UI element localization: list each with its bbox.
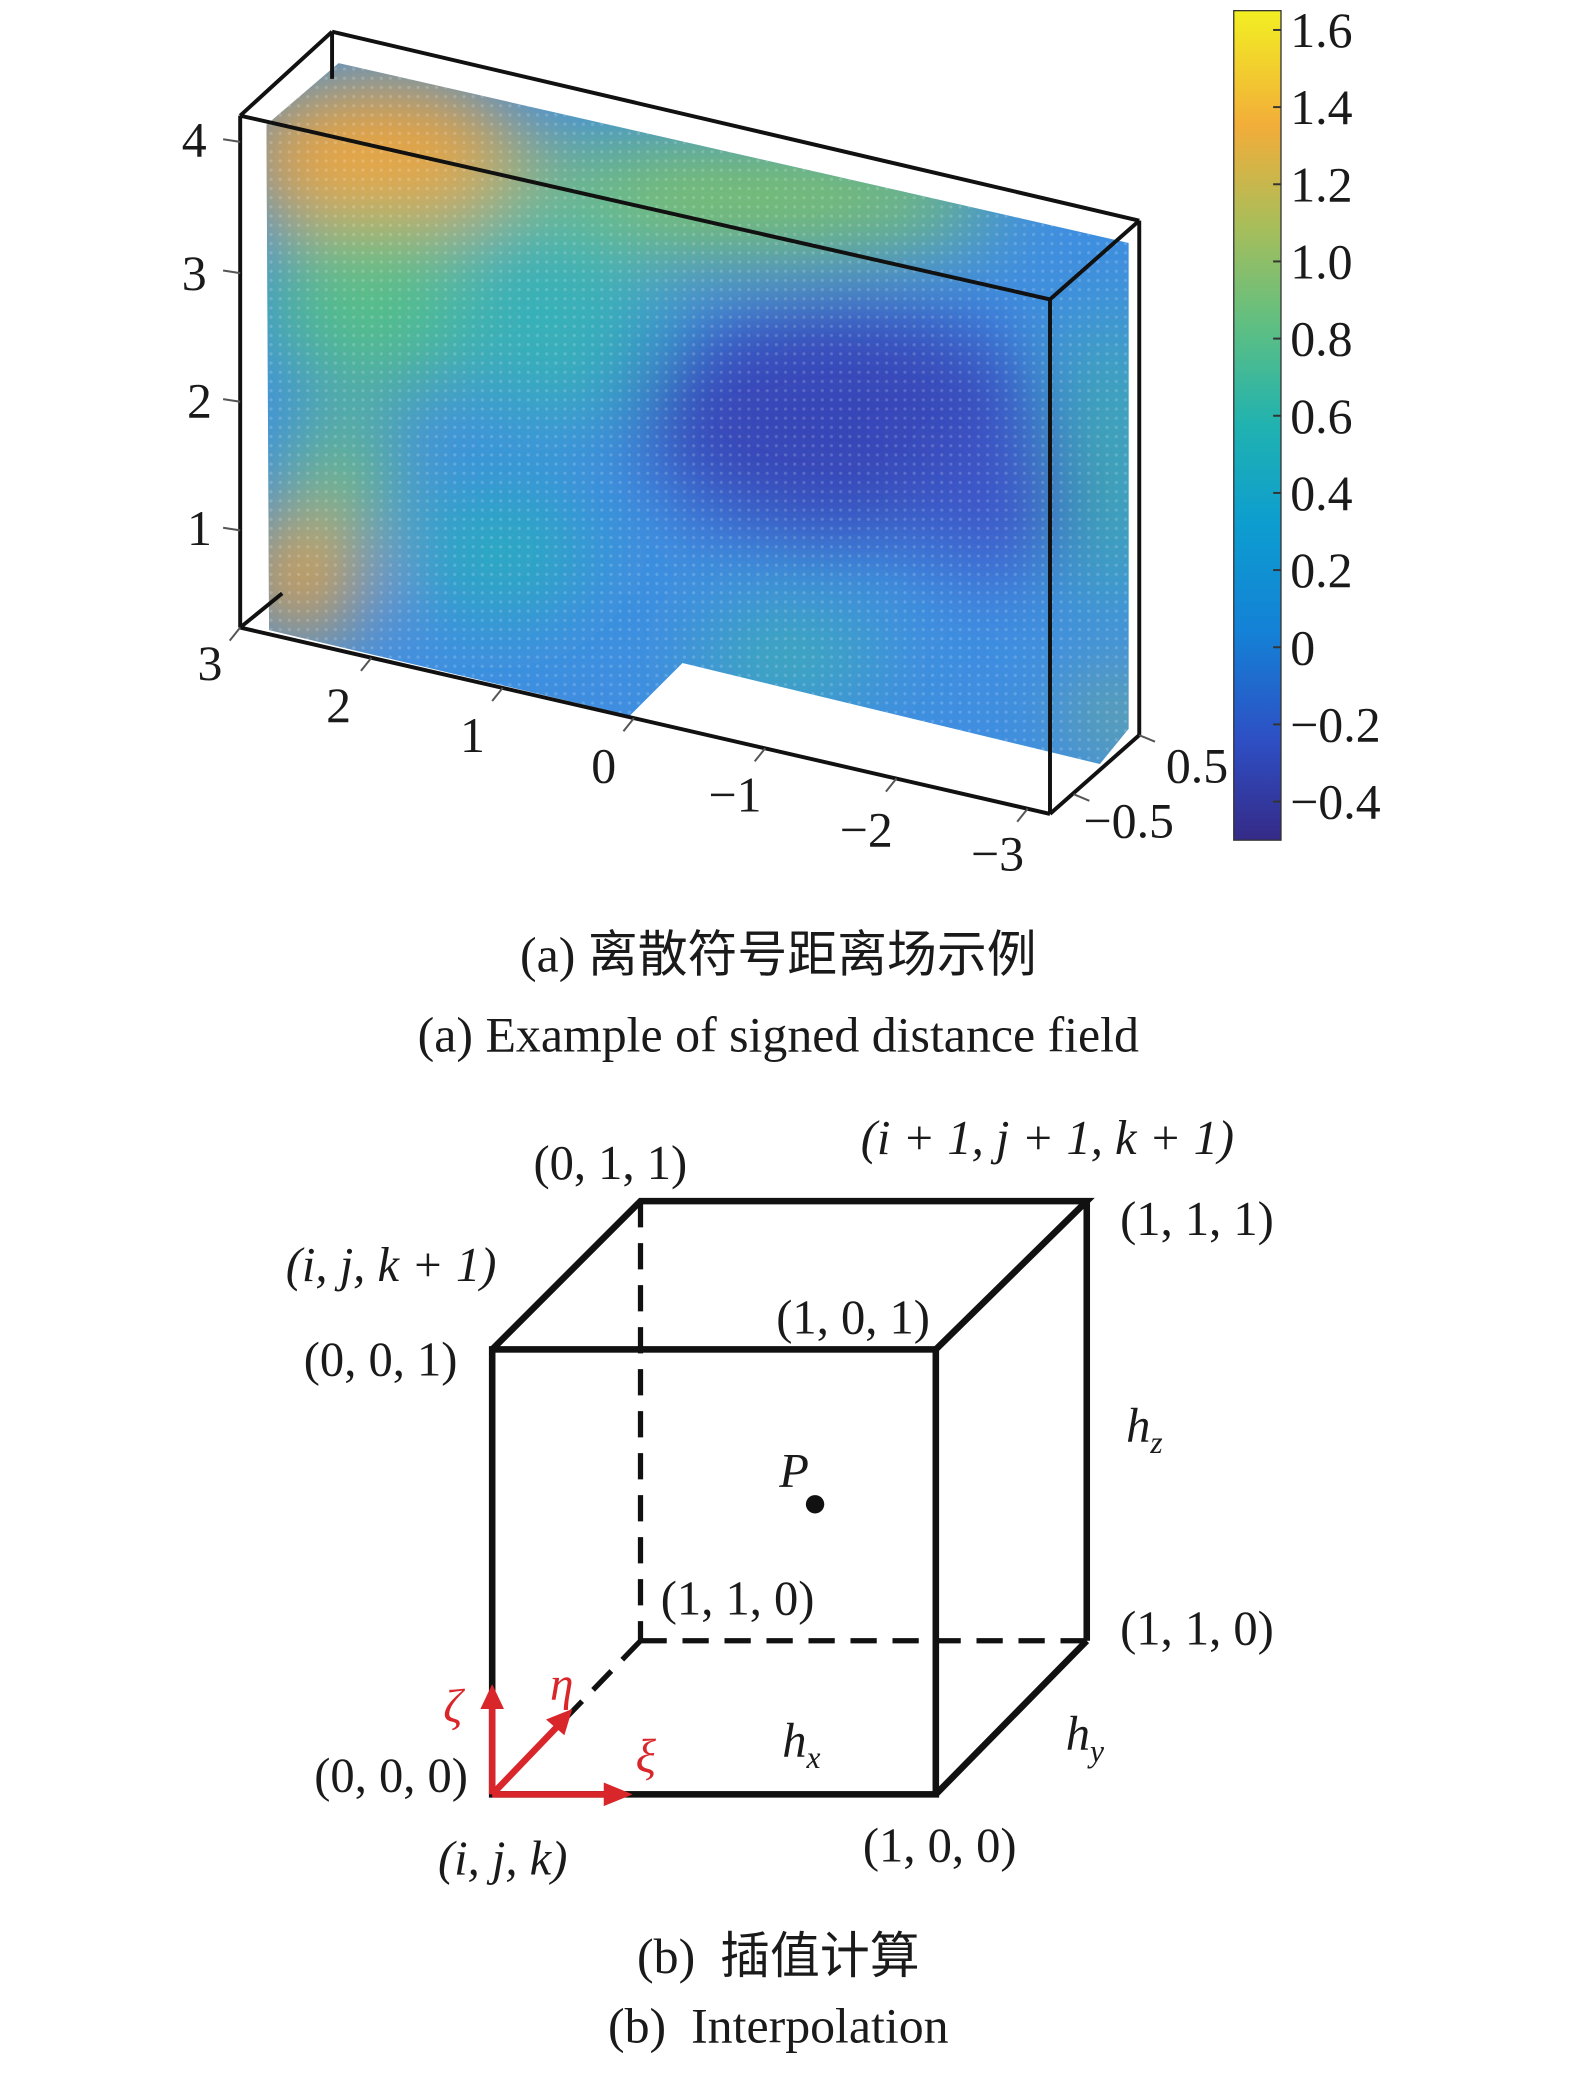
spacing-hx-label: hx (782, 1713, 820, 1775)
bounding-box (238, 29, 1142, 816)
x-tick-label: −3 (971, 826, 1024, 881)
colorbar-tick-label: 1.6 (1290, 3, 1352, 58)
colorbar-tick-label: 0.2 (1290, 543, 1352, 598)
colorbar-tick-label: −0.2 (1290, 697, 1380, 752)
colorbar-tick-label: 1.4 (1290, 80, 1352, 135)
colorbar-tick-label: 0 (1290, 620, 1315, 675)
caption-b-chinese: (b) 插值计算 (637, 1929, 920, 1984)
vertex-label-110: (1, 1, 0) (1120, 1602, 1274, 1656)
point-p-label: P (778, 1444, 809, 1498)
spacing-hy-label: hy (1066, 1707, 1104, 1769)
field-points (266, 63, 1129, 765)
colorbar-tick-label: 0.8 (1290, 312, 1352, 367)
vertex-label-000: (0, 0, 0) (314, 1749, 468, 1803)
z-axis (222, 138, 241, 532)
vertex-label-101: (1, 0, 1) (776, 1291, 930, 1345)
z-tick-label: 1 (187, 501, 212, 556)
spacing-hz-label: hz (1126, 1398, 1163, 1460)
x-axis (228, 626, 1029, 823)
cube-edges (488, 1197, 1095, 1798)
vertex-label-111: (1, 1, 1) (1120, 1192, 1274, 1246)
vertex-label-011: (0, 1, 1) (533, 1136, 687, 1190)
colorbar-tick-label: 0.6 (1290, 389, 1352, 444)
colorbar-tick-label: 1.0 (1290, 234, 1352, 289)
vertex-label-110-inner: (1, 1, 0) (661, 1572, 815, 1626)
z-tick-label: 3 (182, 246, 207, 301)
local-axes (480, 1684, 633, 1807)
colorbar-tick-label: 1.2 (1290, 157, 1352, 212)
point-p-marker (805, 1495, 825, 1514)
caption-a-english: (a) Example of signed distance field (418, 1007, 1139, 1062)
z-tick-label: 2 (187, 374, 212, 429)
caption-b-english: (b) Interpolation (608, 1998, 949, 2053)
vertex-label-ijk-plus-1-all: (i + 1, j + 1, k + 1) (861, 1111, 1234, 1165)
colorbar-tick-label: 0.4 (1290, 466, 1352, 521)
x-tick-label: 1 (460, 708, 485, 763)
x-tick-label: 3 (198, 636, 223, 691)
x-tick-label: 2 (326, 678, 351, 733)
vertex-label-ijk: (i, j, k) (438, 1831, 567, 1885)
eta-axis-label: η (550, 1659, 573, 1711)
colorbar: 1.6 1.4 1.2 1.0 0.8 0.6 0.4 0.2 0 −0.2 −0.4 (1233, 3, 1381, 841)
colorbar-tick-label: −0.4 (1290, 775, 1381, 830)
vertex-label-001: (0, 0, 1) (304, 1333, 458, 1387)
colorbar-gradient (1233, 9, 1282, 841)
vertex-label-ijk-plus-1: (i, j, k + 1) (286, 1238, 497, 1292)
vertex-label-100: (1, 0, 0) (863, 1818, 1017, 1872)
caption-a-chinese: (a) 离散符号距离场示例 (520, 927, 1037, 982)
y-tick-label: 0.5 (1166, 738, 1228, 793)
x-tick-label: −1 (708, 767, 761, 822)
sdf-plot: 4 3 2 1 3 2 1 0 −1 −2 −3 0.5 −0.5 1.6 1.4… (182, 3, 1381, 1062)
x-tick-label: −2 (840, 803, 893, 858)
interpolation-cube: ζ η ξ (0, 1, 1) (i + 1, j + 1, k + 1) (1… (286, 1111, 1274, 2054)
x-tick-label: 0 (591, 738, 616, 793)
y-tick-label: −0.5 (1084, 794, 1174, 849)
z-tick-label: 4 (182, 112, 207, 167)
zeta-axis-label: ζ (443, 1681, 465, 1733)
y-axis (1073, 734, 1156, 802)
xi-axis-label: ξ (636, 1731, 657, 1783)
